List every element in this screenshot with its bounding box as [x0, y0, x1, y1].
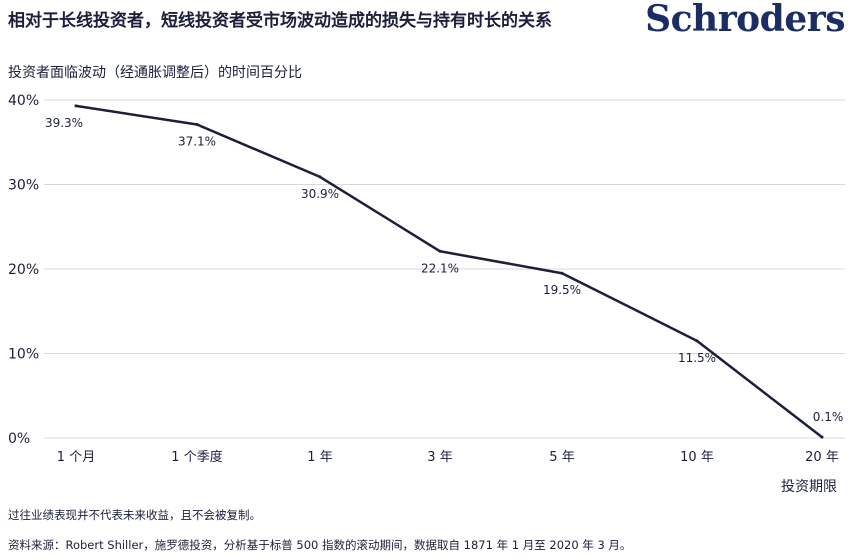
chart-title: 相对于长线投资者，短线投资者受市场波动造成的损失与持有时长的关系 — [8, 11, 552, 31]
data-label: 37.1% — [178, 135, 216, 149]
disclaimer-note: 过往业绩表现并不代表未来收益，且不会被复制。 — [8, 508, 261, 522]
x-tick-label: 20 年 — [805, 450, 839, 465]
x-tick-label: 10 年 — [680, 450, 714, 465]
x-tick-label: 3 年 — [427, 450, 452, 465]
data-point — [820, 435, 824, 439]
data-point — [438, 249, 442, 253]
data-label: 39.3% — [45, 116, 83, 130]
y-tick-label: 0% — [8, 431, 30, 447]
data-point — [74, 104, 78, 108]
data-point — [318, 175, 322, 179]
x-axis-ticks: 1 个月 1 个季度 1 年 3 年 5 年 10 年 20 年 — [57, 449, 839, 465]
data-label: 11.5% — [678, 351, 716, 365]
data-point — [695, 339, 699, 343]
series-line-group — [74, 104, 824, 439]
schroders-logo: Schroders — [645, 0, 845, 40]
y-tick-label: 10% — [8, 347, 39, 363]
data-point — [195, 123, 199, 127]
x-axis-title: 投资期限 — [781, 479, 837, 495]
x-tick-label: 1 年 — [307, 450, 332, 465]
x-tick-label: 5 年 — [549, 450, 574, 465]
y-tick-label: 40% — [8, 93, 39, 109]
x-tick-label: 1 个月 — [57, 450, 95, 465]
y-axis-ticks: 0% 10% 20% 30% 40% — [8, 93, 39, 447]
data-label: 30.9% — [301, 187, 339, 201]
data-label: 0.1% — [813, 410, 844, 424]
y-axis-title: 投资者面临波动（经通胀调整后）的时间百分比 — [8, 65, 302, 81]
y-tick-label: 30% — [8, 178, 39, 194]
data-label: 19.5% — [543, 283, 581, 297]
gridlines — [44, 99, 845, 439]
data-point — [560, 271, 564, 275]
data-label: 22.1% — [421, 261, 459, 275]
line-chart: 0% 10% 20% 30% 40% 1 个月 1 个季度 1 年 3 年 5 年 10 年 20 … — [8, 93, 845, 465]
y-tick-label: 20% — [8, 262, 39, 278]
data-labels: 39.3% 37.1% 30.9% 22.1% 19.5% 11.5% 0.1% — [45, 116, 843, 424]
source-note: 资料来源：Robert Shiller，施罗德投资，分析基于标普 500 指数的… — [8, 538, 632, 552]
x-tick-label: 1 个季度 — [171, 449, 222, 465]
